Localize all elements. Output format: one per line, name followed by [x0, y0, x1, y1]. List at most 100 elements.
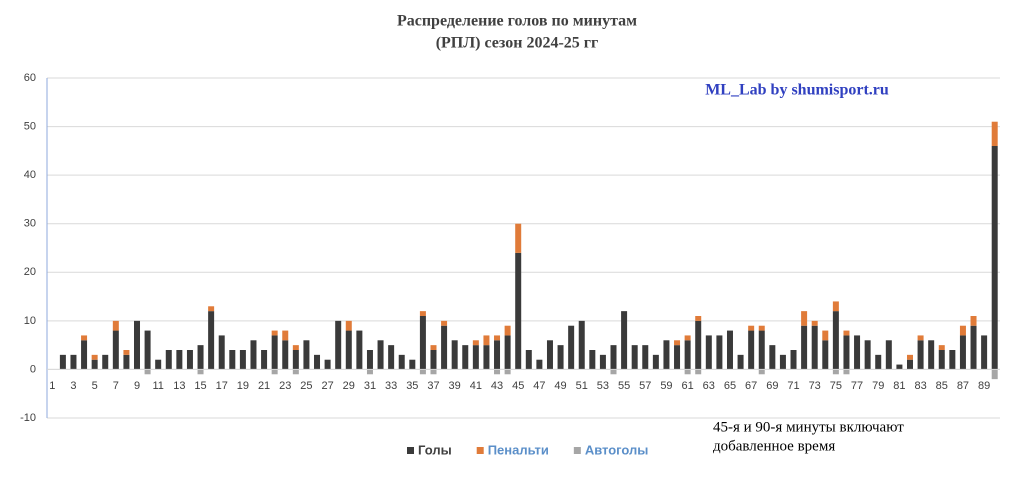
bar-segment [494, 340, 501, 370]
bar-segment [218, 335, 225, 370]
bar-segment [292, 369, 299, 375]
bar-segment [197, 345, 204, 370]
bar-segment [705, 335, 712, 370]
bar-segment [250, 340, 257, 370]
bar-segment [578, 320, 585, 370]
bar-segment [843, 330, 850, 336]
bar-segment [758, 369, 765, 375]
bar-segment [504, 335, 511, 370]
bar-segment [91, 354, 98, 360]
bar-segment [165, 350, 172, 370]
y-tick-label: 0 [30, 363, 36, 375]
x-tick-label: 43 [491, 380, 503, 392]
bar-segment [779, 354, 786, 370]
bar-segment [70, 354, 77, 370]
bar-segment [515, 223, 522, 253]
bar-segment [186, 350, 193, 370]
bar-segment [864, 340, 871, 370]
bar-segment [483, 345, 490, 370]
x-tick-label: 17 [216, 380, 228, 392]
bar-segment [642, 345, 649, 370]
x-tick-label: 1 [49, 380, 55, 392]
bar-segment [419, 311, 426, 316]
bar-segment [462, 345, 469, 370]
bar-segment [81, 340, 88, 370]
annotation: 45-я и 90-я минуты включают [713, 419, 904, 435]
bar-segment [938, 350, 945, 370]
bar-segment [652, 354, 659, 370]
bar-segment [843, 369, 850, 375]
x-tick-label: 35 [406, 380, 418, 392]
bar-segment [282, 330, 289, 341]
bar-segment [472, 340, 479, 346]
x-tick-label: 29 [343, 380, 355, 392]
bar-segment [981, 335, 988, 370]
bar-segment [822, 330, 829, 341]
bar-segment [123, 354, 130, 370]
legend-swatch [573, 447, 581, 454]
bar-segment [832, 301, 839, 312]
y-tick-label: 20 [24, 266, 36, 278]
legend-swatch [407, 447, 414, 454]
bar-segment [684, 369, 691, 375]
bar-segment [917, 335, 924, 341]
bar-segment [811, 325, 818, 370]
x-tick-label: 15 [194, 380, 206, 392]
bar-segment [748, 330, 755, 370]
bar-segment [674, 340, 681, 346]
bar-segment [832, 311, 839, 370]
bar-segment [515, 252, 522, 370]
bar-segment [229, 350, 236, 370]
bar-segment [261, 350, 268, 370]
bar-segment [568, 325, 575, 370]
bar-segment [716, 335, 723, 370]
bar-segment [472, 345, 479, 370]
bar-segment [271, 369, 278, 375]
x-tick-label: 5 [92, 380, 98, 392]
bar-segment [91, 359, 98, 370]
x-tick-label: 57 [639, 380, 651, 392]
y-tick-label: 50 [24, 120, 36, 132]
bar-segment [663, 340, 670, 370]
x-tick-label: 83 [914, 380, 926, 392]
x-tick-label: 9 [134, 380, 140, 392]
bar-segment [695, 316, 702, 321]
bar-segment [991, 121, 998, 146]
x-tick-label: 81 [893, 380, 905, 392]
bar-segment [271, 335, 278, 370]
legend-label: Пенальти [488, 442, 549, 457]
x-tick-label: 85 [936, 380, 948, 392]
x-tick-label: 61 [682, 380, 694, 392]
bar-segment [197, 369, 204, 375]
bar-segment [599, 354, 606, 370]
bar-segment [324, 359, 331, 370]
bar-segment [896, 364, 903, 370]
bar-segment [271, 330, 278, 336]
watermark: ML_Lab by shumisport.ru [705, 82, 889, 99]
bar-segment [144, 330, 151, 370]
bar-segment [674, 345, 681, 370]
x-tick-label: 87 [957, 380, 969, 392]
x-tick-label: 45 [512, 380, 524, 392]
x-tick-label: 27 [321, 380, 333, 392]
bar-segment [176, 350, 183, 370]
x-tick-label: 89 [978, 380, 990, 392]
x-tick-label: 39 [449, 380, 461, 392]
x-tick-label: 7 [113, 380, 119, 392]
bar-segment [621, 311, 628, 370]
bar-segment [419, 369, 426, 375]
bar-segment [991, 369, 998, 380]
x-tick-label: 41 [470, 380, 482, 392]
bar-segment [949, 350, 956, 370]
bar-segment [144, 369, 151, 375]
x-tick-label: 37 [427, 380, 439, 392]
legend-label: Голы [418, 442, 452, 457]
bar-segment [695, 320, 702, 370]
bar-segment [441, 320, 448, 326]
bar-segment [134, 320, 141, 370]
bar-segment [546, 340, 553, 370]
bar-segment [769, 345, 776, 370]
x-tick-label: 59 [660, 380, 672, 392]
bar-segment [758, 325, 765, 331]
bar-segment [356, 330, 363, 370]
